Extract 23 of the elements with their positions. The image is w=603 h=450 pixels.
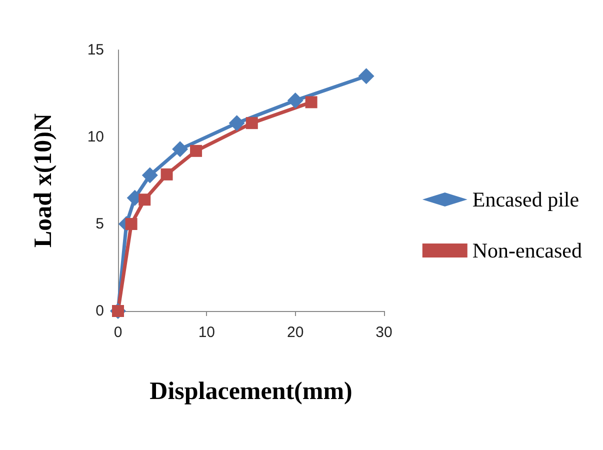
point [190, 144, 202, 157]
x-tick-label: 10 [198, 324, 216, 341]
x-tick-label: 30 [376, 324, 392, 341]
point [358, 68, 374, 84]
y-tick-label: 15 [87, 42, 104, 58]
point [142, 167, 158, 184]
y-tick-label: 10 [87, 128, 104, 146]
point [172, 141, 188, 158]
legend-label: Encased pile [472, 188, 580, 212]
point [246, 117, 258, 130]
point [138, 194, 151, 206]
legend-label: Non-encased [472, 238, 582, 262]
point [125, 218, 138, 230]
x-tick-label: 20 [286, 324, 304, 341]
x-tick-label: 0 [114, 324, 122, 341]
y-axis-title: Load x(10)N [30, 113, 57, 248]
x-axis-title: Displacement(mm) [150, 378, 352, 405]
point [160, 168, 173, 180]
point [287, 92, 304, 108]
y-tick-label: 0 [96, 302, 104, 320]
point [305, 96, 318, 108]
y-tick-label: 5 [96, 216, 104, 232]
point [228, 115, 245, 132]
